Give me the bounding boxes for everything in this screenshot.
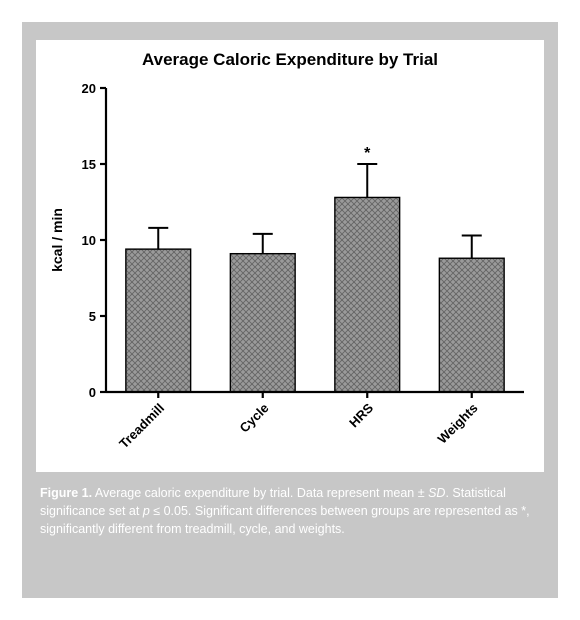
y-tick-label: 10: [82, 233, 96, 248]
caption-lead: Figure 1.: [40, 486, 92, 500]
caption-text-1: Average caloric expenditure by trial. Da…: [92, 486, 428, 500]
y-tick-label: 5: [89, 309, 96, 324]
chart-title: Average Caloric Expenditure by Trial: [36, 50, 544, 70]
figure-frame: Average Caloric Expenditure by Trial * 0 5…: [22, 22, 558, 598]
caption-italic-p: p: [143, 504, 150, 518]
bar: [230, 254, 295, 392]
y-axis-label: kcal / min: [49, 208, 65, 272]
page: Average Caloric Expenditure by Trial * 0 5…: [0, 0, 580, 620]
figure-caption: Figure 1. Average caloric expenditure by…: [36, 482, 544, 538]
y-tick-label: 20: [82, 81, 96, 96]
bar: [126, 249, 191, 392]
caption-italic-sd: SD: [428, 486, 445, 500]
chart-area: *05101520TreadmillCycleHRSWeightskcal / …: [36, 72, 544, 472]
bar: [335, 197, 400, 392]
chart-panel: Average Caloric Expenditure by Trial * 0 5…: [36, 40, 544, 472]
bar-chart: *05101520TreadmillCycleHRSWeightskcal / …: [36, 72, 536, 472]
significance-marker: *: [364, 145, 371, 162]
bar: [439, 258, 504, 392]
y-tick-label: 0: [89, 385, 96, 400]
y-tick-label: 15: [82, 157, 96, 172]
